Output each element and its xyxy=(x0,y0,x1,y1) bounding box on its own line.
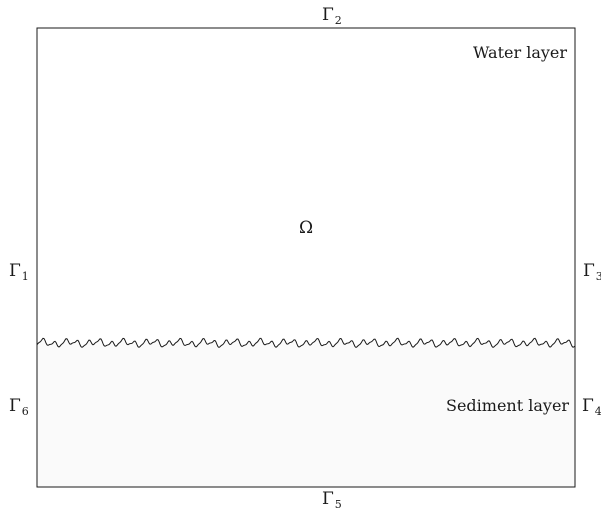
boundary-gamma-3-label: Γ3 xyxy=(583,261,601,283)
gamma-index: 4 xyxy=(594,405,601,418)
sediment-layer-region xyxy=(37,338,575,487)
gamma-index: 6 xyxy=(21,405,29,418)
boundary-gamma-5-label: Γ5 xyxy=(322,489,342,511)
omega-domain-label: Ω xyxy=(299,218,314,238)
water-sediment-interface xyxy=(36,337,576,348)
water-layer-label: Water layer xyxy=(473,43,568,62)
gamma-symbol: Γ xyxy=(322,489,334,509)
gamma-symbol: Γ xyxy=(9,396,21,416)
domain-boundary-rect xyxy=(36,27,576,488)
gamma-symbol: Γ xyxy=(583,261,595,281)
boundary-gamma-4-label: Γ4 xyxy=(582,396,601,418)
gamma-symbol: Γ xyxy=(9,261,21,281)
boundary-gamma-2-label: Γ2 xyxy=(322,5,342,27)
boundary-gamma-6-label: Γ6 xyxy=(9,396,29,418)
sediment-layer-label: Sediment layer xyxy=(446,396,570,415)
gamma-index: 5 xyxy=(334,498,342,511)
gamma-index: 2 xyxy=(334,14,342,27)
gamma-index: 1 xyxy=(21,270,29,283)
gamma-index: 3 xyxy=(595,270,601,283)
gamma-symbol: Γ xyxy=(582,396,594,416)
boundary-gamma-1-label: Γ1 xyxy=(9,261,29,283)
gamma-symbol: Γ xyxy=(322,5,334,25)
